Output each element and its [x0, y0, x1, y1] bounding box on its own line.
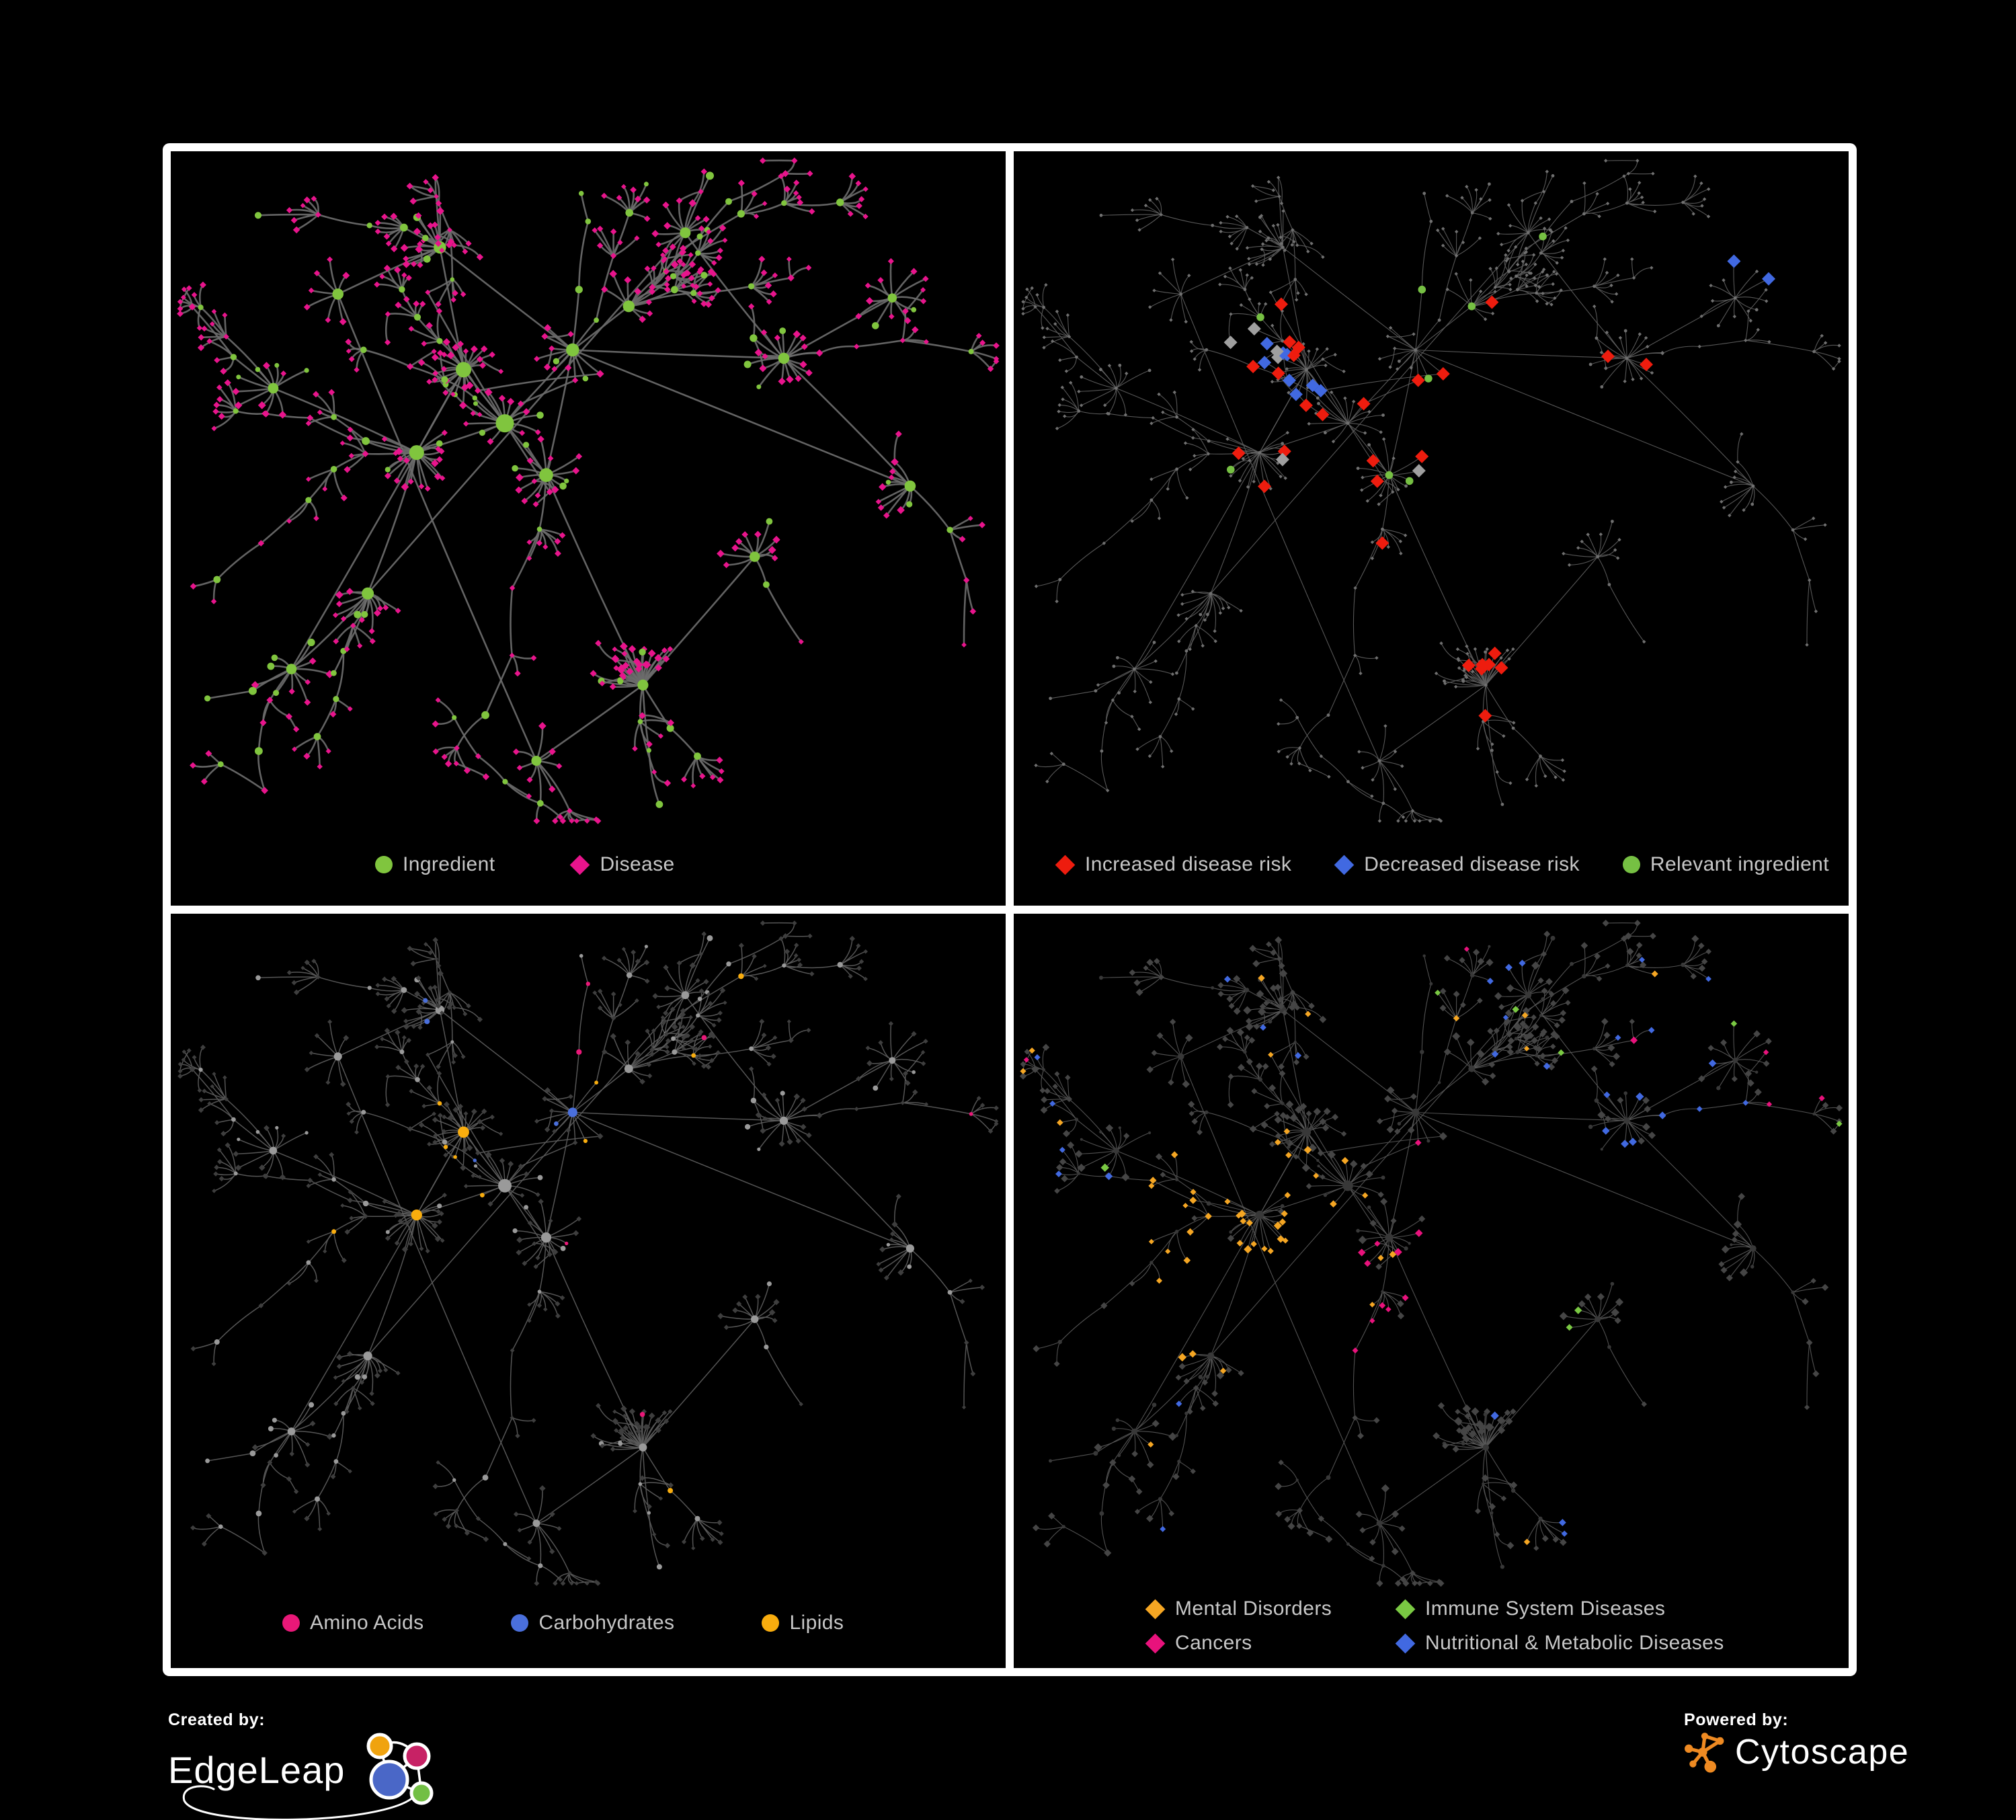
- legend-label: Ingredient: [403, 853, 495, 875]
- circle-swatch-icon: [511, 1614, 529, 1632]
- panel-disease-risk-network: Increased disease risk Decreased disease …: [1014, 151, 1849, 906]
- cytoscape-branding: Powered by: Cytoscape: [1684, 1710, 1909, 1773]
- network-graph: [177, 920, 999, 1586]
- legend-label: Decreased disease risk: [1364, 853, 1580, 875]
- legend-item: Amino Acids: [282, 1612, 424, 1634]
- panels-frame: Ingredient Disease Increased disease risk…: [163, 143, 1857, 1676]
- cytoscape-lockup: Cytoscape: [1684, 1731, 1909, 1773]
- circle-swatch-icon: [1622, 856, 1640, 873]
- legend-item: Relevant ingredient: [1622, 853, 1829, 876]
- network-graph: [1019, 919, 1843, 1587]
- circle-swatch-icon: [282, 1614, 300, 1632]
- cytoscape-logo-icon: [1685, 1733, 1724, 1773]
- cytoscape-wordmark: Cytoscape: [1735, 1733, 1910, 1772]
- diamond-swatch-icon: [1145, 1633, 1166, 1653]
- legend-label: Immune System Diseases: [1425, 1597, 1666, 1620]
- legend-item: Mental Disorders: [1145, 1597, 1396, 1620]
- legend-item: Nutritional & Metabolic Diseases: [1395, 1632, 1724, 1655]
- legend-disease-risk: Increased disease risk Decreased disease …: [1055, 853, 1829, 876]
- legend-disease-class: Mental Disorders Immune System Diseases Ca…: [1145, 1597, 1724, 1655]
- legend-label: Relevant ingredient: [1650, 853, 1829, 875]
- network-graph: [177, 157, 1000, 824]
- legend-item: Ingredient: [375, 853, 495, 876]
- diamond-swatch-icon: [1395, 1599, 1416, 1619]
- legend-label: Increased disease risk: [1085, 853, 1292, 875]
- legend-label: Lipids: [789, 1612, 844, 1634]
- legend-label: Amino Acids: [310, 1612, 424, 1634]
- diamond-swatch-icon: [570, 855, 590, 875]
- legend-item: Cancers: [1145, 1632, 1396, 1655]
- edgeleap-lockup: EdgeLeap: [168, 1731, 448, 1820]
- diamond-swatch-icon: [1334, 855, 1355, 875]
- legend-item: Disease: [570, 853, 674, 876]
- legend-ingredient-disease: Ingredient Disease: [375, 853, 675, 876]
- edgeleap-wordmark: EdgeLeap: [168, 1748, 346, 1791]
- legend-item: Immune System Diseases: [1395, 1597, 1724, 1620]
- edgeleap-branding: Created by: EdgeLeap: [168, 1710, 448, 1820]
- legend-item: Carbohydrates: [511, 1612, 674, 1634]
- circle-swatch-icon: [762, 1614, 780, 1632]
- powered-by-label: Powered by:: [1684, 1710, 1789, 1729]
- legend-item: Increased disease risk: [1055, 853, 1291, 876]
- legend-item: Decreased disease risk: [1334, 853, 1580, 876]
- panel-disease-class-network: Mental Disorders Immune System Diseases Ca…: [1014, 914, 1849, 1668]
- diamond-swatch-icon: [1395, 1633, 1416, 1653]
- legend-label: Disease: [600, 853, 675, 875]
- diamond-swatch-icon: [1145, 1599, 1166, 1619]
- legend-label: Carbohydrates: [538, 1612, 675, 1634]
- created-by-label: Created by:: [168, 1710, 266, 1729]
- panel-ingredient-disease-network: Ingredient Disease: [171, 151, 1006, 906]
- legend-label: Nutritional & Metabolic Diseases: [1425, 1632, 1724, 1654]
- legend-item: Lipids: [762, 1612, 844, 1634]
- edgeleap-logo-icon: [183, 1733, 434, 1820]
- legend-nutrient-class: Amino Acids Carbohydrates Lipids: [282, 1612, 844, 1634]
- network-graph: [1021, 159, 1841, 823]
- panel-nutrient-class-network: Amino Acids Carbohydrates Lipids: [171, 914, 1006, 1668]
- diamond-swatch-icon: [1055, 855, 1076, 875]
- legend-label: Cancers: [1175, 1632, 1252, 1654]
- legend-label: Mental Disorders: [1175, 1597, 1332, 1620]
- circle-swatch-icon: [375, 856, 393, 873]
